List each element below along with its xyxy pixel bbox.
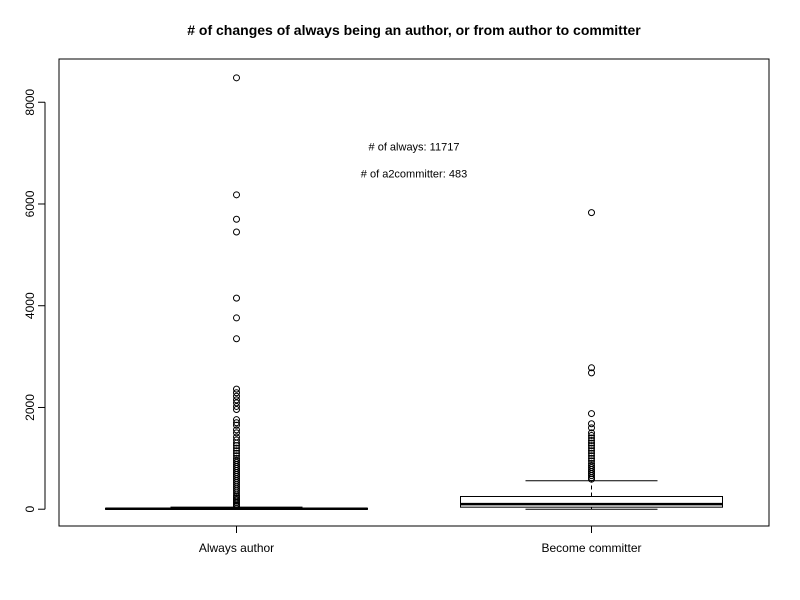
outlier-point	[588, 429, 595, 437]
outlier-point	[588, 449, 595, 457]
y-tick-label: 8000	[23, 89, 37, 116]
outlier-point	[233, 439, 240, 447]
outlier-point	[588, 431, 595, 439]
outlier-point	[233, 392, 240, 400]
outlier-point	[588, 424, 595, 432]
annotation-text: # of a2committer: 483	[361, 169, 467, 181]
outlier-point	[233, 294, 240, 302]
outlier-point	[588, 437, 595, 445]
outlier-point	[233, 489, 240, 497]
outlier-point	[233, 421, 240, 429]
y-axis: 0 2000 4000 6000 8000	[23, 89, 46, 513]
outlier-point	[233, 452, 240, 460]
outlier-point	[233, 419, 240, 427]
outlier-point	[233, 426, 240, 434]
outlier-point	[588, 442, 595, 450]
y-tick-label: 6000	[23, 190, 37, 217]
outlier-point	[233, 385, 240, 393]
outlier-point	[233, 399, 240, 407]
outlier-point	[588, 420, 595, 428]
outlier-point	[233, 396, 240, 404]
outlier-point	[588, 475, 595, 483]
outlier-point	[233, 314, 240, 322]
outlier-point	[588, 410, 595, 418]
outlier-point	[233, 402, 240, 410]
plot-frame	[58, 58, 770, 527]
outlier-point	[233, 335, 240, 343]
x-axis: Always author Become committer	[199, 526, 642, 555]
outlier-point	[588, 447, 595, 455]
outlier-point	[588, 434, 595, 442]
y-tick-label: 4000	[23, 292, 37, 319]
outlier-point	[233, 215, 240, 223]
box-iqr	[460, 495, 723, 508]
chart-title: # of changes of always being an author, …	[187, 22, 641, 38]
outlier-point	[588, 364, 595, 372]
outlier-point	[588, 209, 595, 217]
outlier-point	[588, 457, 595, 465]
x-tick-label: Become committer	[541, 541, 641, 555]
box-1	[105, 74, 368, 511]
box-2	[460, 209, 723, 510]
outlier-point	[233, 444, 240, 452]
outlier-point	[588, 369, 595, 377]
annotations-layer: # of always: 11717 # of a2committer: 483	[361, 142, 467, 181]
outlier-point	[588, 452, 595, 460]
outlier-point	[233, 502, 240, 510]
outlier-point	[233, 228, 240, 236]
outlier-point	[233, 447, 240, 455]
outlier-point	[588, 439, 595, 447]
outlier-point	[233, 406, 240, 414]
outlier-point	[233, 389, 240, 397]
outlier-point	[588, 454, 595, 462]
outlier-point	[233, 191, 240, 199]
annotation-text: # of always: 11717	[369, 142, 460, 154]
x-tick-label: Always author	[199, 541, 274, 555]
outlier-point	[233, 74, 240, 82]
outlier-point	[233, 429, 240, 437]
y-tick-label: 0	[23, 506, 37, 513]
boxes-layer	[105, 74, 723, 511]
outlier-point	[588, 472, 595, 480]
outlier-point	[233, 449, 240, 457]
outlier-point	[233, 442, 240, 450]
outlier-point	[588, 444, 595, 452]
y-tick-label: 2000	[23, 394, 37, 421]
